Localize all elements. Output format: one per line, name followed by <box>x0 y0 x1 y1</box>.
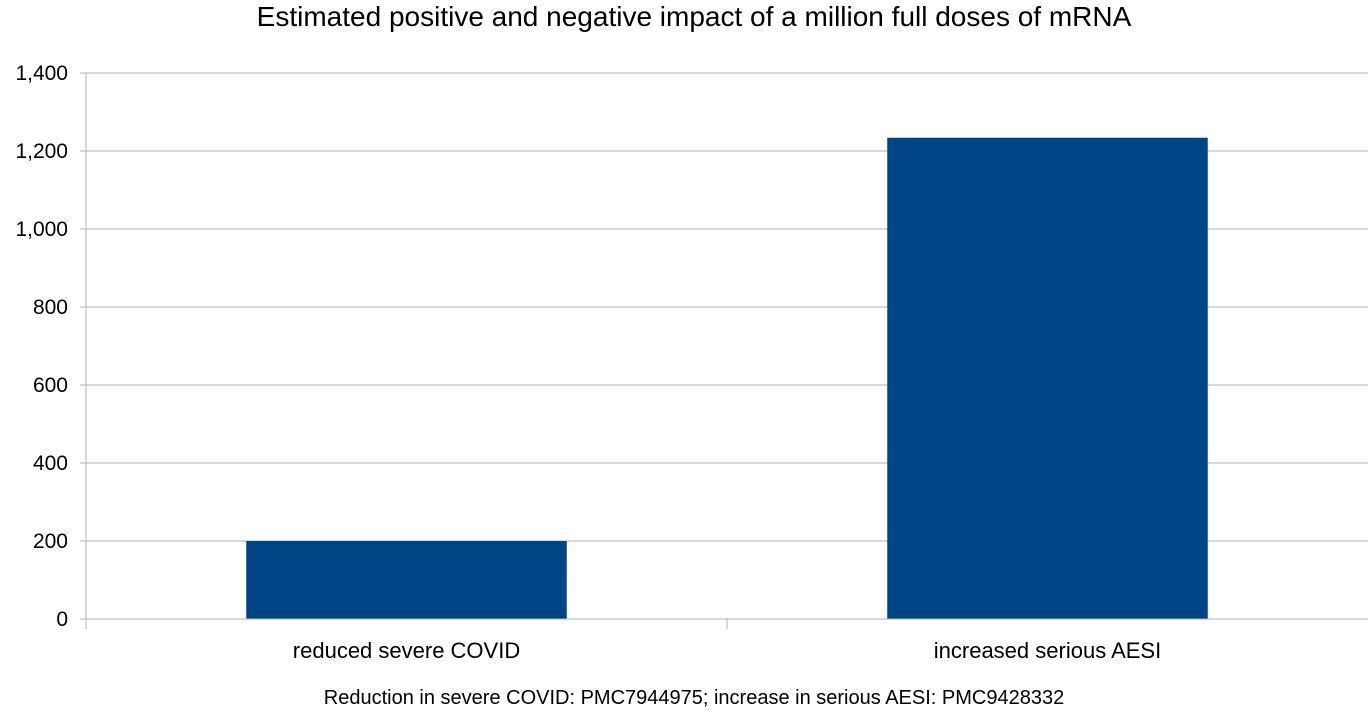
tick-labels: 0 200 400 600 800 1,000 1,200 1,400 reduced seve… <box>15 62 1161 663</box>
y-tick-label: 200 <box>33 530 68 553</box>
chart-footnote: Reduction in severe COVID: PMC7944975; i… <box>323 687 1065 709</box>
y-tick-label: 1,200 <box>15 140 68 163</box>
x-category-label: reduced severe COVID <box>293 638 520 663</box>
y-tick-label: 400 <box>33 452 68 475</box>
chart-title: Estimated positive and negative impact o… <box>256 1 1132 32</box>
bars <box>246 137 1208 620</box>
y-tick-label: 800 <box>33 296 68 319</box>
y-tick-label: 1,000 <box>15 218 68 241</box>
bar-reduced-severe-covid <box>246 541 567 619</box>
bar-increased-serious-aesi <box>887 137 1208 620</box>
y-tick-label: 600 <box>33 374 68 397</box>
y-tick-label: 1,400 <box>15 62 68 85</box>
axes <box>85 73 1368 629</box>
y-tick-label: 0 <box>56 608 68 631</box>
x-category-label: increased serious AESI <box>934 638 1161 663</box>
